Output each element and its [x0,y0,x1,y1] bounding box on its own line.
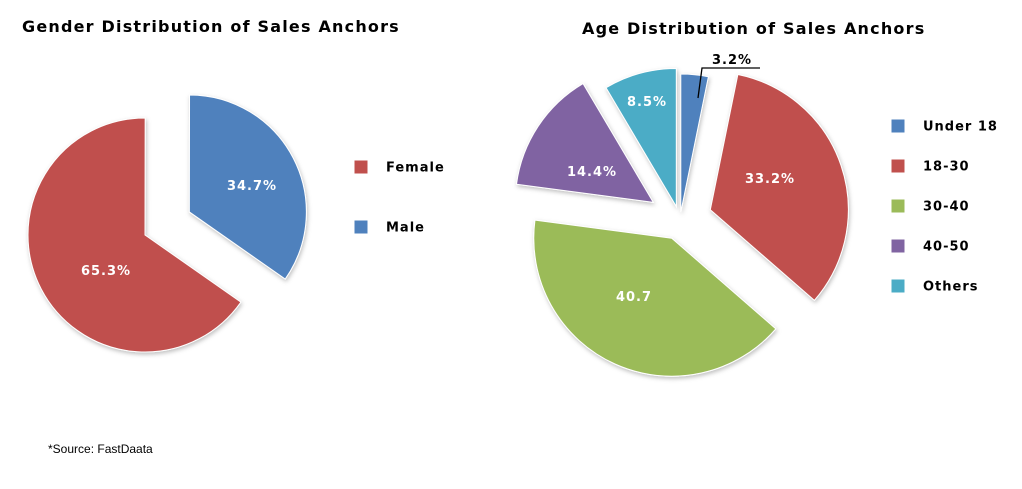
gender-legend: Female Male [353,159,445,236]
age-chart-title: Age Distribution of Sales Anchors [582,19,925,38]
age-legend-label-others: Others [923,280,979,295]
gender-legend-swatch-female [353,159,369,175]
age-slice-30-40 [533,219,777,377]
source-note: *Source: FastDaata [48,442,153,456]
age-label-40-50: 14.4% [567,165,617,180]
gender-label-female: 65.3% [81,264,131,279]
age-slice-others [605,67,677,209]
age-legend-swatch-40-50 [890,238,906,254]
gender-chart-title: Gender Distribution of Sales Anchors [22,17,400,36]
age-label-others: 8.5% [627,95,667,110]
age-slice-under-18 [680,73,709,213]
age-pie: 3.2% 33.2% 40.7 14.4% 8.5% [515,53,849,377]
age-legend-label-30-40: 30-40 [923,200,970,215]
age-legend-label-18-30: 18-30 [923,160,970,175]
age-label-18-30: 33.2% [745,172,795,187]
gender-legend-swatch-male [353,219,369,235]
gender-slice-female [27,117,242,353]
gender-slice-male [188,94,307,280]
age-legend-swatch-others [890,278,906,294]
age-slice-40-50 [515,82,655,203]
gender-legend-label-female: Female [386,161,445,176]
age-label-30-40: 40.7 [616,290,652,305]
age-legend-label-under-18: Under 18 [923,120,998,135]
age-legend: Under 18 18-30 30-40 40-50 Others [890,118,998,295]
gender-legend-label-male: Male [386,221,425,236]
gender-pie: 65.3% 34.7% [27,94,307,353]
age-slice-18-30 [709,73,849,302]
age-legend-label-40-50: 40-50 [923,240,970,255]
gender-label-male: 34.7% [227,179,277,194]
age-label-under-18: 3.2% [712,53,752,68]
age-legend-swatch-under-18 [890,118,906,134]
age-leader-under-18 [697,67,760,99]
age-legend-swatch-18-30 [890,158,906,174]
age-legend-swatch-30-40 [890,198,906,214]
